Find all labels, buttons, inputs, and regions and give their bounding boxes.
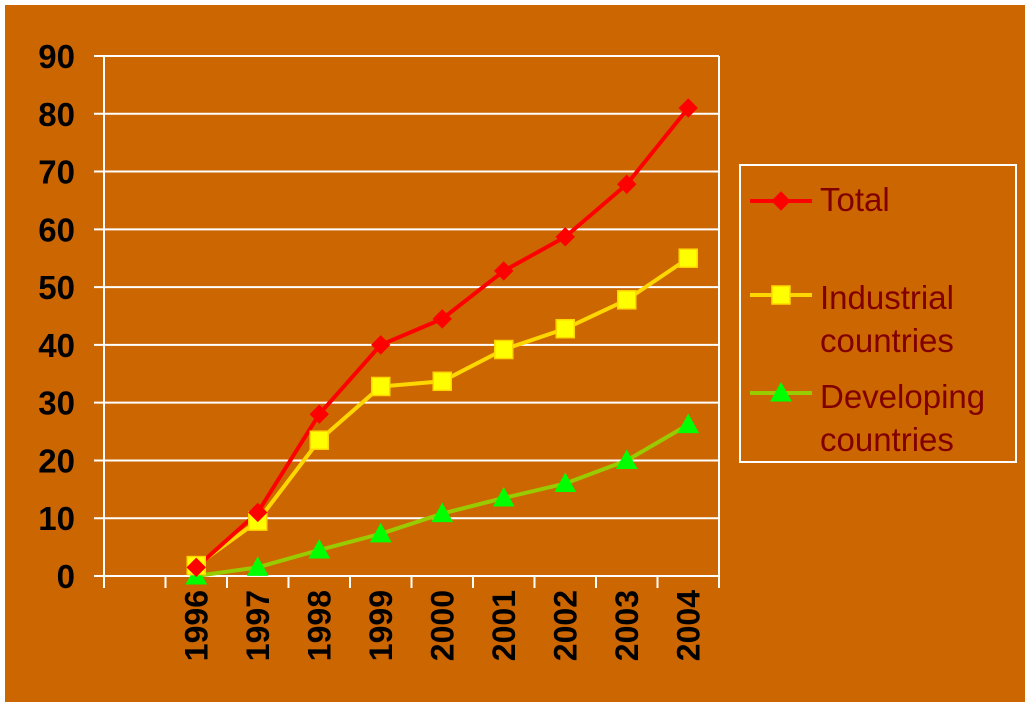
point-series1-1999 <box>371 335 391 355</box>
point-series3-2001 <box>492 486 515 507</box>
y-tick-label-60: 60 <box>38 211 75 248</box>
x-tick-label-2003: 2003 <box>609 590 645 661</box>
legend: Total Industrial countries Developing countr… <box>739 164 1017 463</box>
point-series3-2003 <box>615 449 638 469</box>
y-tick-label-20: 20 <box>38 442 75 479</box>
legend-marker-1 <box>771 191 791 211</box>
legend-marker-2 <box>771 285 791 305</box>
y-tick-label-70: 70 <box>38 154 75 191</box>
point-series3-1999 <box>369 522 392 543</box>
legend-marker-3 <box>770 381 792 402</box>
x-tick-label-1998: 1998 <box>301 590 337 661</box>
point-series1-1997 <box>248 502 268 523</box>
y-tick-label-90: 90 <box>38 38 75 75</box>
y-tick-label-10: 10 <box>38 500 75 537</box>
point-series2-1998 <box>309 430 329 450</box>
point-series2-2003 <box>617 290 637 310</box>
point-series3-2002 <box>554 472 577 493</box>
x-tick-label-1997: 1997 <box>240 590 276 661</box>
point-series1-2004 <box>678 98 698 118</box>
gridlines <box>94 55 719 577</box>
point-series3-2000 <box>431 502 454 523</box>
point-series2-1999 <box>371 376 391 397</box>
point-series1-2001 <box>494 261 514 281</box>
x-tick-label-1996: 1996 <box>178 590 214 661</box>
legend-label-2-line-2: countries <box>820 322 954 359</box>
y-tick-label-40: 40 <box>38 327 75 364</box>
point-series2-2001 <box>494 339 514 360</box>
legend-box <box>739 164 1017 463</box>
point-series3-1998 <box>308 538 331 559</box>
point-series2-2002 <box>555 318 575 339</box>
legend-label-1-line-1: Total <box>820 181 890 218</box>
series-markers <box>185 98 700 585</box>
legend-label-3-line-2: countries <box>820 421 954 458</box>
legend-label-3-line-1: Developing <box>820 378 985 415</box>
point-series1-2000 <box>432 309 452 329</box>
x-tick-labels: 1996 1997 1998 1999 2000 2001 2002 2003 2004 <box>178 590 706 661</box>
point-series2-2004 <box>678 248 698 268</box>
point-series1-2003 <box>617 174 637 194</box>
x-tick-label-2000: 2000 <box>424 590 460 661</box>
point-series1-1996 <box>186 557 206 578</box>
x-tick-label-2001: 2001 <box>486 590 522 661</box>
legend-label-2-line-1: Industrial <box>820 279 954 316</box>
x-tick-label-2004: 2004 <box>670 590 706 661</box>
x-tick-label-2002: 2002 <box>547 590 583 661</box>
x-tick-label-1999: 1999 <box>363 590 399 661</box>
point-series2-2000 <box>432 371 452 392</box>
y-tick-labels: 0 10 20 30 40 50 60 70 80 90 <box>38 38 75 595</box>
axes <box>103 56 720 588</box>
point-series3-1997 <box>246 556 269 576</box>
point-series1-2002 <box>555 227 575 247</box>
y-tick-label-50: 50 <box>38 269 75 306</box>
y-tick-label-0: 0 <box>57 558 75 595</box>
point-series3-2004 <box>677 413 700 434</box>
y-tick-label-30: 30 <box>38 385 75 422</box>
point-series1-1998 <box>309 404 329 424</box>
y-tick-label-80: 80 <box>38 96 75 133</box>
